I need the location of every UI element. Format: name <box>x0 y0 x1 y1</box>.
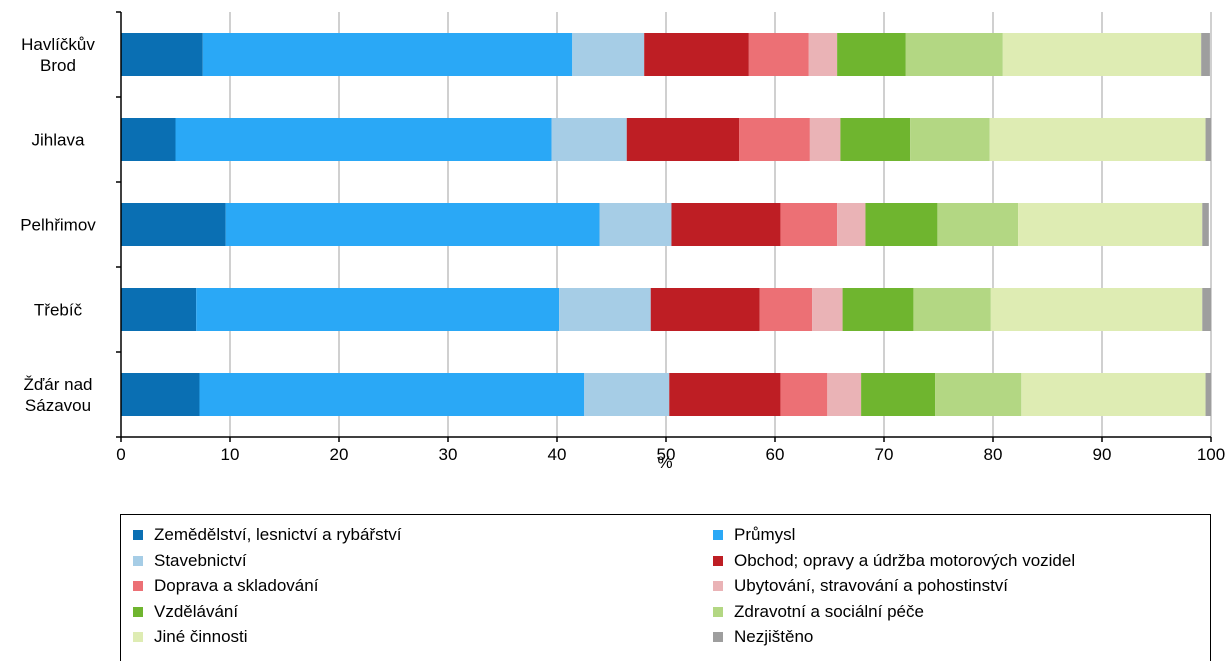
legend-label: Zemědělství, lesnictví a rybářství <box>154 525 402 544</box>
legend-swatch <box>713 530 723 540</box>
bar-segment <box>121 118 176 161</box>
bar-segment <box>644 33 749 76</box>
bar-segment <box>759 288 813 331</box>
bar-segment <box>202 33 573 76</box>
bar-segment <box>837 33 906 76</box>
x-tick-labels: 0 10 20 30 40 50 60 70 80 90 100 <box>116 445 1225 464</box>
bar-segment <box>1002 33 1202 76</box>
legend-label: Ubytování, stravování a pohostinství <box>734 576 1009 595</box>
legend-swatch <box>713 606 723 617</box>
x-tick-label: 0 <box>116 445 125 464</box>
bar-segment <box>1205 118 1211 161</box>
legend-swatch <box>133 530 143 540</box>
legend-swatch <box>133 555 143 566</box>
bar-segment <box>827 373 862 416</box>
bar-segment <box>121 373 200 416</box>
bar-segment <box>910 118 990 161</box>
bar-segment <box>989 118 1206 161</box>
x-tick-label: 60 <box>766 445 785 464</box>
x-tick-label: 50 <box>657 445 676 464</box>
bar-segment <box>837 203 866 246</box>
bar-segment <box>990 288 1203 331</box>
bar-segment <box>1021 373 1206 416</box>
bar-segment <box>175 118 552 161</box>
bar-segment <box>199 373 585 416</box>
bar-segment <box>669 373 781 416</box>
bar-segment <box>1018 203 1203 246</box>
legend-swatch <box>713 555 723 566</box>
bar-segment <box>1205 373 1211 416</box>
x-tick-label: 70 <box>875 445 894 464</box>
legend-label: Zdravotní a sociální péče <box>734 601 924 621</box>
x-tick-label: 80 <box>984 445 1003 464</box>
category-label: Žďár nad Sázavou <box>23 375 92 415</box>
bar-segment <box>809 118 841 161</box>
legend: Zemědělství, lesnictví a rybářství Průmys… <box>120 514 1211 661</box>
legend-label: Nezjištěno <box>734 627 814 646</box>
bar-segment <box>559 288 651 331</box>
category-label: Jihlava <box>32 131 85 150</box>
bar-segment <box>913 288 991 331</box>
bar-segment <box>905 33 1003 76</box>
bar-segment <box>840 118 911 161</box>
x-tick-label: 40 <box>548 445 567 464</box>
bar-segment <box>780 373 828 416</box>
x-tick-label: 100 <box>1197 445 1225 464</box>
category-label: Třebíč <box>34 301 83 320</box>
category-labels: Havlíčkův Brod Jihlava Pelhřimov Třebíč Žďár … <box>20 35 96 415</box>
bar-segment <box>780 203 838 246</box>
bar-segment <box>551 118 627 161</box>
x-tick-label: 10 <box>221 445 240 464</box>
bar-segment <box>937 203 1019 246</box>
x-tick-label: 30 <box>439 445 458 464</box>
legend-swatch <box>713 632 723 642</box>
x-axis-label: % <box>657 453 672 472</box>
bar-segment <box>225 203 600 246</box>
legend-swatch <box>713 581 723 591</box>
legend-label: Stavebnictví <box>154 550 247 570</box>
bar-segment <box>626 118 740 161</box>
bar-segment <box>935 373 1022 416</box>
bar-segment <box>584 373 670 416</box>
bar-segment <box>842 288 914 331</box>
bar-segment <box>650 288 760 331</box>
legend-label: Obchod; opravy a údržba motorových vozid… <box>734 550 1076 570</box>
bar-segment <box>865 203 938 246</box>
category-label: Havlíčkův Brod <box>21 35 95 75</box>
bar-segment <box>812 288 843 331</box>
bar-segment <box>748 33 809 76</box>
bar-segment <box>1202 203 1209 246</box>
bar-segment <box>671 203 781 246</box>
axes <box>116 11 1212 442</box>
legend-swatch <box>133 581 143 591</box>
category-label: Pelhřimov <box>20 216 96 235</box>
bar-segment <box>196 288 560 331</box>
bar-segment <box>572 33 645 76</box>
legend-label: Vzdělávání <box>154 601 239 621</box>
bar-segment <box>808 33 838 76</box>
bar-segment <box>1202 288 1211 331</box>
bar-segment <box>1201 33 1210 76</box>
bar-segment <box>739 118 810 161</box>
legend-label: Průmysl <box>734 525 796 544</box>
bar-segment <box>121 203 226 246</box>
bar-segment <box>121 33 203 76</box>
bars <box>121 33 1211 416</box>
bar-segment <box>861 373 936 416</box>
legend-label: Doprava a skladování <box>154 576 319 595</box>
legend-swatch <box>133 632 143 642</box>
x-tick-label: 90 <box>1093 445 1112 464</box>
bar-segment <box>599 203 672 246</box>
x-tick-label: 20 <box>330 445 349 464</box>
bar-segment <box>121 288 197 331</box>
legend-label: Jiné činnosti <box>154 627 248 646</box>
legend-swatch <box>133 606 143 617</box>
